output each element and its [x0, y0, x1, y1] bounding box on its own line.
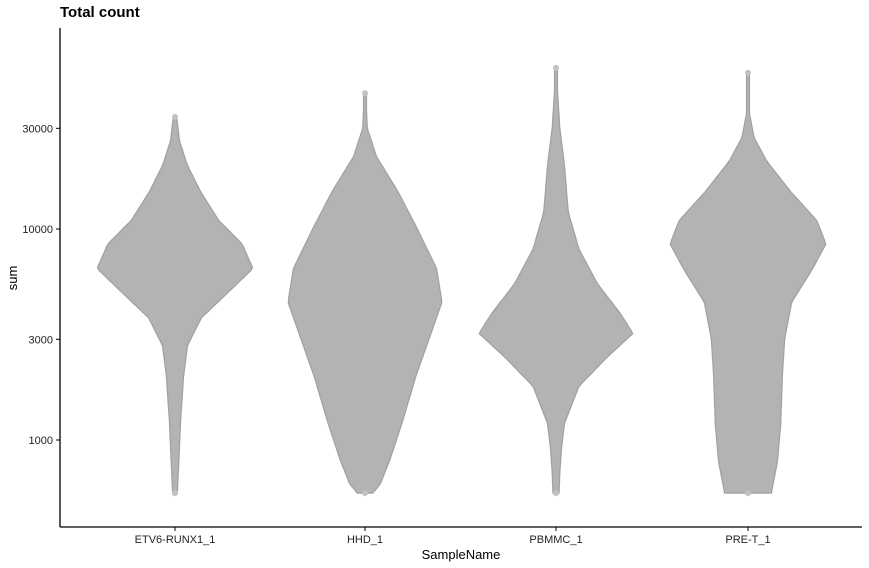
x-tick-label: PRE-T_1 [725, 534, 770, 546]
y-axis-ticks: 1000 3000 10000 30000 [22, 123, 60, 447]
extreme-point [553, 64, 559, 71]
y-tick-label: 3000 [29, 334, 53, 346]
extreme-point [172, 490, 178, 497]
violin-etv6-runx1-1 [96, 116, 254, 494]
violin-hhd-1 [287, 92, 443, 494]
x-axis-title: SampleName [422, 547, 501, 562]
x-tick-label: HHD_1 [347, 534, 383, 546]
extreme-point [553, 490, 559, 497]
extreme-point [362, 490, 368, 497]
violin-pre-t-1 [669, 72, 827, 494]
chart-title: Total count [60, 4, 140, 21]
extreme-point [172, 113, 178, 120]
extreme-point [745, 490, 751, 497]
y-tick-label: 10000 [22, 224, 53, 236]
extreme-point [362, 90, 368, 97]
x-axis-ticks: ETV6-RUNX1_1 HHD_1 PBMMC_1 PRE-T_1 [135, 527, 771, 546]
y-axis-title: sum [5, 266, 20, 291]
y-tick-label: 1000 [29, 435, 53, 447]
x-tick-label: ETV6-RUNX1_1 [135, 534, 216, 546]
violin-pbmmc-1 [478, 67, 634, 494]
extreme-point [745, 69, 751, 76]
y-tick-label: 30000 [22, 123, 53, 135]
violin-layer [96, 64, 827, 497]
x-tick-label: PBMMC_1 [529, 534, 582, 546]
